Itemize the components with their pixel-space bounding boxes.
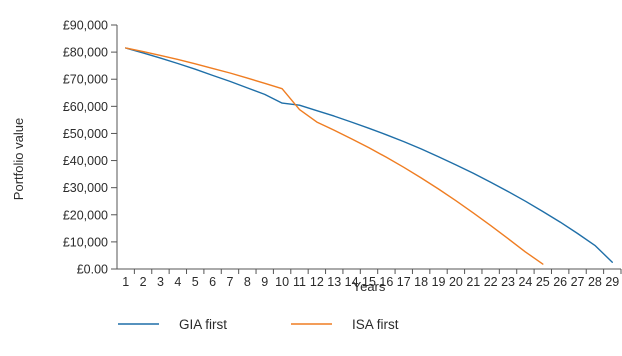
y-tick-label: £30,000 xyxy=(63,181,108,195)
y-axis-title: Portfolio value xyxy=(11,118,26,200)
legend: GIA first ISA first xyxy=(118,317,399,332)
y-tick-label: £40,000 xyxy=(63,154,108,168)
x-tick-label: 19 xyxy=(432,275,446,289)
x-axis-title: Years xyxy=(353,279,386,294)
x-tick-label: 12 xyxy=(310,275,324,289)
legend-label-isa-first: ISA first xyxy=(352,317,399,332)
y-tick-label: £20,000 xyxy=(63,208,108,222)
y-axis-ticks: £0.00 £10,000 £20,000 £30,000 £40,000 £50,000… xyxy=(63,19,117,277)
series-line-gia-first xyxy=(124,47,613,263)
y-tick-label: £0.00 xyxy=(77,263,108,277)
x-tick-label: 24 xyxy=(518,275,532,289)
x-tick-label: 23 xyxy=(501,275,515,289)
x-tick-label: 22 xyxy=(484,275,498,289)
x-tick-label: 7 xyxy=(226,275,233,289)
x-tick-label: 9 xyxy=(261,275,268,289)
x-tick-label: 1 xyxy=(122,275,129,289)
series-line-isa-first xyxy=(124,47,544,265)
x-tick-label: 25 xyxy=(536,275,550,289)
x-tick-label: 10 xyxy=(275,275,289,289)
y-tick-label: £90,000 xyxy=(63,19,108,33)
series-lines xyxy=(124,47,613,265)
x-tick-label: 17 xyxy=(397,275,411,289)
x-tick-label: 11 xyxy=(293,275,306,289)
y-tick-label: £70,000 xyxy=(63,73,108,87)
y-tick-label: £80,000 xyxy=(63,46,108,60)
x-tick-label: 16 xyxy=(379,275,393,289)
x-tick-label: 14 xyxy=(345,275,359,289)
x-tick-label: 15 xyxy=(362,275,376,289)
x-tick-label: 26 xyxy=(553,275,567,289)
x-tick-label: 20 xyxy=(449,275,463,289)
x-tick-label: 2 xyxy=(140,275,147,289)
x-tick-label: 27 xyxy=(571,275,585,289)
x-tick-label: 6 xyxy=(209,275,216,289)
axes xyxy=(116,25,621,270)
x-tick-label: 28 xyxy=(588,275,602,289)
x-tick-label: 4 xyxy=(174,275,181,289)
x-tick-label: 3 xyxy=(157,275,164,289)
y-tick-label: £60,000 xyxy=(63,100,108,114)
x-axis-ticks: 1 2 3 4 5 6 7 8 9 10 11 12 13 14 15 16 17 18 19 20 21 22 23 24 2… xyxy=(122,269,622,289)
x-tick-label: 8 xyxy=(244,275,251,289)
y-tick-label: £10,000 xyxy=(63,235,108,249)
x-tick-label: 29 xyxy=(605,275,619,289)
x-tick-label: 18 xyxy=(414,275,428,289)
y-tick-label: £50,000 xyxy=(63,127,108,141)
x-tick-label: 5 xyxy=(192,275,199,289)
x-tick-label: 21 xyxy=(466,275,480,289)
legend-label-gia-first: GIA first xyxy=(179,317,227,332)
x-tick-label: 13 xyxy=(327,275,341,289)
